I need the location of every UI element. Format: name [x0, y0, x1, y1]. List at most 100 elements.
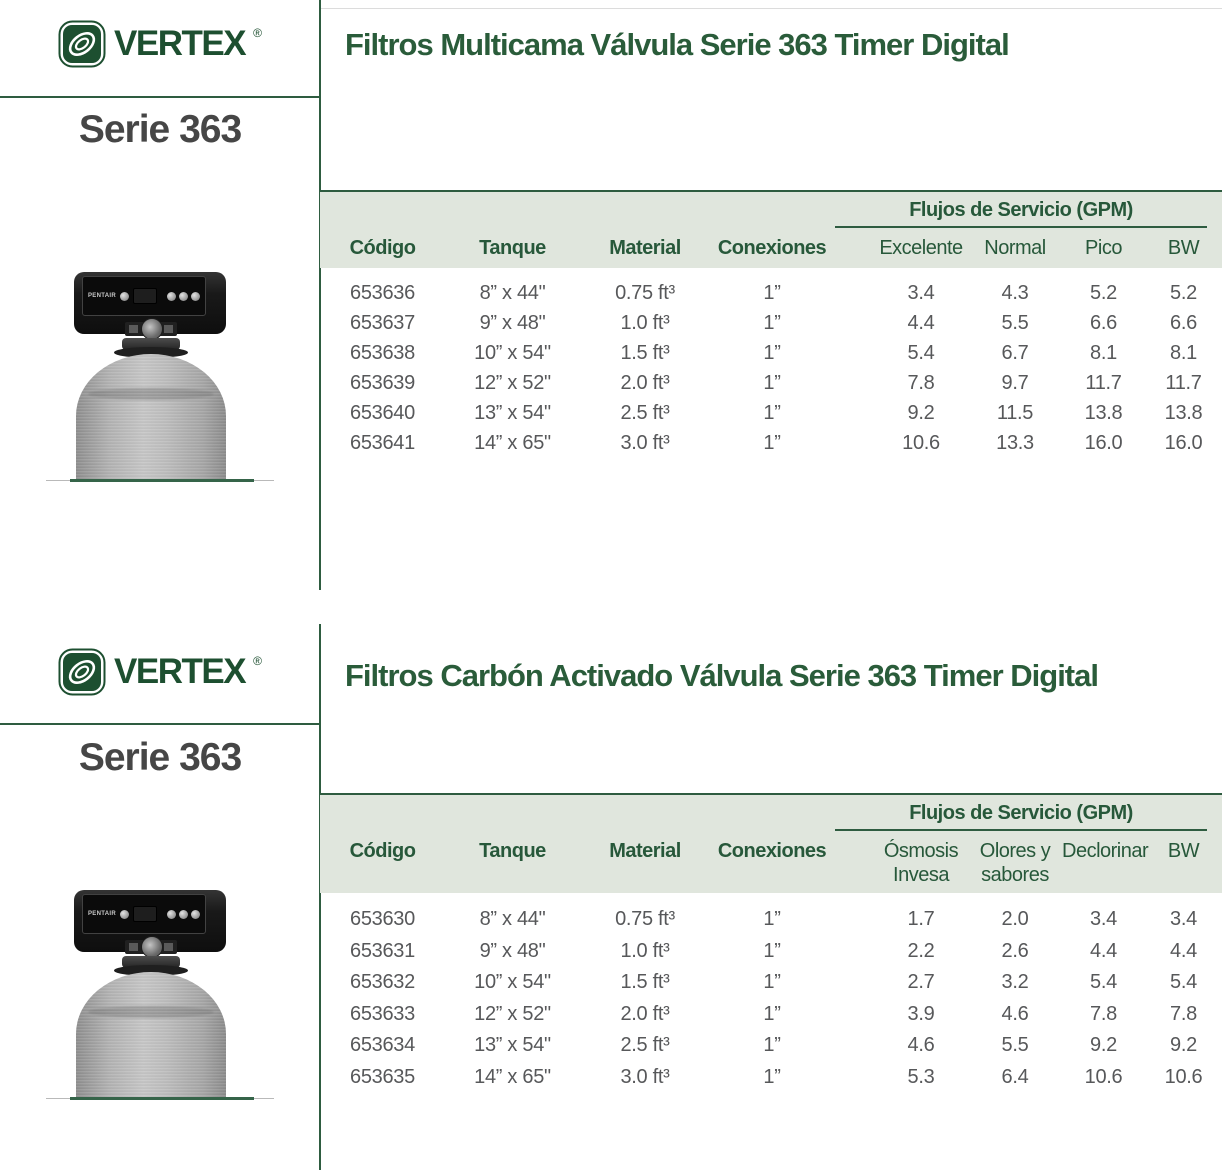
cell-f2: 3.2 [1001, 971, 1029, 994]
cell-codigo: 653636 [350, 281, 415, 304]
cell-f4: 4.4 [1170, 939, 1197, 962]
cell-tanque: 13” x 54" [474, 401, 551, 424]
cell-codigo: 653632 [350, 971, 415, 994]
cell-f2: 6.4 [1001, 1065, 1029, 1088]
cell-tanque: 8” x 44" [479, 908, 546, 931]
cell-tanque: 12” x 52" [474, 371, 551, 394]
cell-material: 2.5 ft³ [620, 401, 670, 424]
cell-codigo: 653633 [350, 1002, 415, 1025]
column-headers: Código Tanque Material Conexiones Excele… [320, 236, 1222, 260]
baseline-accent [70, 479, 254, 482]
table-row: 653640 13” x 54" 2.5 ft³ 1” 9.2 11.5 13.8 13.8 [320, 398, 1222, 428]
valve-control-panel: PENTAIR [82, 276, 206, 316]
valve-brand-label: PENTAIR [88, 911, 116, 917]
cell-conexiones: 1” [763, 908, 781, 931]
cell-f2: 9.7 [1001, 371, 1029, 394]
cell-f4: 11.7 [1165, 371, 1202, 394]
cell-f1: 3.4 [907, 281, 935, 304]
valve-round-button [167, 909, 176, 919]
cell-f2: 5.5 [1001, 1034, 1029, 1057]
col-header-conexiones: Conexiones [717, 840, 827, 862]
table-row: 653636 8” x 44" 0.75 ft³ 1” 3.4 4.3 5.2 5.2 [320, 278, 1222, 308]
cell-f1: 5.4 [907, 341, 935, 364]
flows-group-header: Flujos de Servicio (GPM) [835, 802, 1207, 831]
cell-material: 3.0 ft³ [620, 1065, 670, 1088]
table-body: 653636 8” x 44" 0.75 ft³ 1” 3.4 4.3 5.2 5.2 6536… [320, 278, 1222, 458]
cell-material: 1.5 ft³ [620, 971, 670, 994]
col-header-tanque: Tanque [479, 237, 546, 259]
cell-f3: 5.2 [1090, 281, 1117, 304]
vertex-swirl-icon [58, 20, 106, 68]
column-headers: Código Tanque Material Conexiones Ósmosi… [320, 839, 1222, 887]
cell-conexiones: 1” [763, 1065, 781, 1088]
cell-f3: 4.4 [1090, 939, 1117, 962]
cell-codigo: 653640 [350, 401, 415, 424]
cell-material: 2.0 ft³ [620, 1002, 670, 1025]
col-header-flow-2: Normal [984, 237, 1046, 259]
top-divider-line [320, 8, 1222, 9]
page-title: Filtros Multicama Válvula Serie 363 Time… [345, 27, 1010, 62]
cell-tanque: 13” x 54" [474, 1034, 551, 1057]
valve-round-button [191, 291, 200, 301]
cell-f1: 2.2 [907, 939, 935, 962]
vertex-logo: VERTEX ® [0, 648, 320, 696]
cell-material: 2.5 ft³ [620, 1034, 670, 1057]
baseline-accent [70, 1097, 254, 1100]
sidebar-divider-line [0, 96, 320, 98]
cell-f1: 3.9 [907, 1002, 935, 1025]
cell-f2: 11.5 [996, 401, 1034, 424]
cell-conexiones: 1” [763, 311, 781, 334]
table-row: 653635 14” x 65" 3.0 ft³ 1” 5.3 6.4 10.6 10.6 [320, 1062, 1222, 1094]
cell-conexiones: 1” [763, 1002, 781, 1025]
cell-f2: 2.6 [1001, 939, 1029, 962]
cell-f2: 4.3 [1001, 281, 1029, 304]
valve-digital-display [133, 906, 157, 922]
cell-f3: 13.8 [1084, 401, 1123, 424]
col-header-flow-3: Pico [1085, 237, 1122, 259]
cell-tanque: 10” x 54" [474, 971, 551, 994]
cell-codigo: 653637 [350, 311, 415, 334]
registered-mark: ® [253, 654, 262, 668]
cell-f4: 10.6 [1164, 1065, 1203, 1088]
cell-f3: 7.8 [1090, 1002, 1117, 1025]
vertical-divider [319, 0, 321, 590]
cell-f3: 10.6 [1084, 1065, 1123, 1088]
cell-material: 1.0 ft³ [620, 939, 670, 962]
table-row: 653633 12” x 52" 2.0 ft³ 1” 3.9 4.6 7.8 7.8 [320, 999, 1222, 1031]
cell-f4: 5.4 [1170, 971, 1197, 994]
table-row: 653639 12” x 52" 2.0 ft³ 1” 7.8 9.7 11.7 11.7 [320, 368, 1222, 398]
cell-codigo: 653630 [350, 908, 415, 931]
cell-codigo: 653631 [350, 939, 415, 962]
cell-f4: 8.1 [1170, 341, 1197, 364]
valve-round-button [167, 291, 176, 301]
cell-f2: 13.3 [996, 431, 1034, 454]
cell-tanque: 10” x 54" [474, 341, 551, 364]
cell-f1: 4.6 [907, 1034, 935, 1057]
table-row: 653641 14” x 65" 3.0 ft³ 1” 10.6 13.3 16.0 16.0 [320, 428, 1222, 458]
filter-tank [76, 972, 226, 1098]
cell-material: 1.0 ft³ [620, 311, 670, 334]
table-header: Flujos de Servicio (GPM) Código Tanque M… [320, 190, 1222, 268]
col-header-codigo: Código [349, 840, 416, 862]
cell-material: 1.5 ft³ [620, 341, 670, 364]
cell-f3: 16.0 [1084, 431, 1123, 454]
valve-round-button [120, 291, 129, 301]
cell-f1: 4.4 [907, 311, 935, 334]
cell-tanque: 9” x 48" [479, 939, 546, 962]
col-header-flow-4: BW [1167, 237, 1200, 259]
tank-collar [114, 347, 188, 358]
cell-f4: 5.2 [1170, 281, 1197, 304]
col-header-flow-4: BW [1167, 840, 1200, 862]
valve-brand-label: PENTAIR [88, 293, 116, 299]
valve-round-button [179, 909, 188, 919]
cell-f2: 5.5 [1001, 311, 1029, 334]
cell-codigo: 653635 [350, 1065, 415, 1088]
flows-group-header: Flujos de Servicio (GPM) [835, 199, 1207, 228]
table-row: 653630 8” x 44" 0.75 ft³ 1” 1.7 2.0 3.4 3.4 [320, 904, 1222, 936]
cell-conexiones: 1” [763, 939, 781, 962]
col-header-flow-3: Declorinar [1062, 840, 1149, 862]
table-row: 653637 9” x 48" 1.0 ft³ 1” 4.4 5.5 6.6 6.6 [320, 308, 1222, 338]
table-header: Flujos de Servicio (GPM) Código Tanque M… [320, 793, 1222, 893]
section-multicama: VERTEX ® Serie 363 PENTAIR Fi [0, 0, 1222, 622]
cell-f2: 2.0 [1001, 908, 1029, 931]
